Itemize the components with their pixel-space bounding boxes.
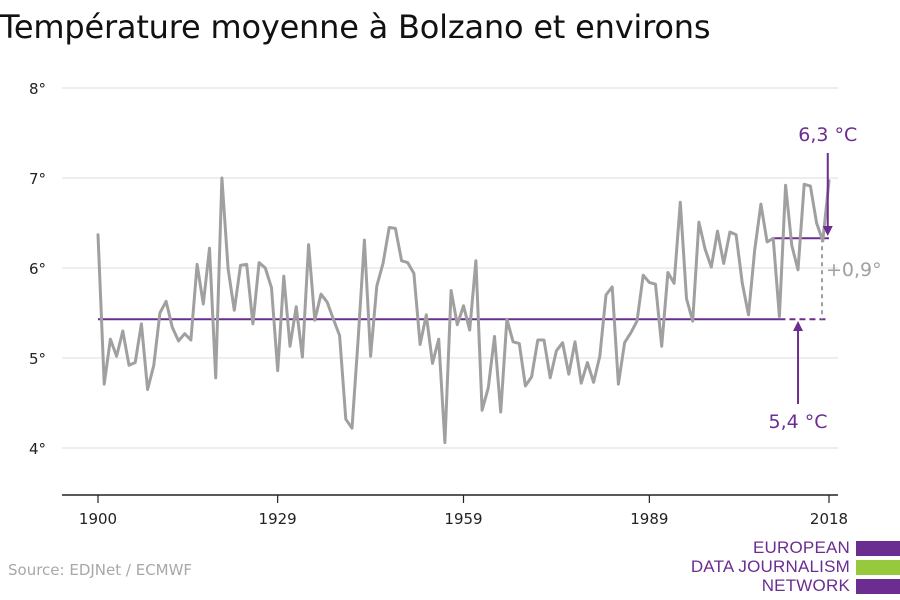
x-tick-label: 1989 <box>630 510 668 528</box>
x-tick-label: 2018 <box>810 510 848 528</box>
y-tick-label: 7° <box>29 170 46 188</box>
annotations: +0,9° 5,4 °C 6,3 °C <box>769 124 882 433</box>
y-tick-label: 6° <box>29 260 46 278</box>
y-tick-label: 5° <box>29 350 46 368</box>
x-tick-label: 1900 <box>79 510 117 528</box>
recent-mean-label: 6,3 °C <box>798 124 857 146</box>
temperature-line <box>96 176 831 445</box>
x-axis <box>62 494 838 503</box>
y-tick-label: 8° <box>29 80 46 98</box>
logo-bar-2 <box>856 560 900 575</box>
grid-layer <box>62 87 838 449</box>
chart-title: Température moyenne à Bolzano et environ… <box>0 8 711 46</box>
edjnet-logo: EUROPEAN DATA JOURNALISM NETWORK <box>691 538 900 598</box>
series-layer <box>96 176 831 445</box>
tick-labels: 4° 5° 6° 7° 8° 1900 1929 1959 1989 2018 <box>29 80 848 528</box>
logo-line-1: EUROPEAN <box>752 538 850 557</box>
logo-bar-3 <box>856 579 900 594</box>
logo-line-3: NETWORK <box>761 576 850 595</box>
temperature-chart: 4° 5° 6° 7° 8° 1900 1929 1959 1989 2018 +0,9° 5,4 … <box>29 80 882 528</box>
x-tick-label: 1929 <box>259 510 297 528</box>
baseline-mean-label: 5,4 °C <box>769 411 828 433</box>
x-tick-label: 1959 <box>444 510 482 528</box>
source-note: Source: EDJNet / ECMWF <box>8 561 193 579</box>
y-tick-label: 4° <box>29 440 46 458</box>
logo-line-2: DATA JOURNALISM <box>690 557 850 576</box>
difference-label: +0,9° <box>826 259 882 281</box>
logo-bar-1 <box>856 541 900 556</box>
